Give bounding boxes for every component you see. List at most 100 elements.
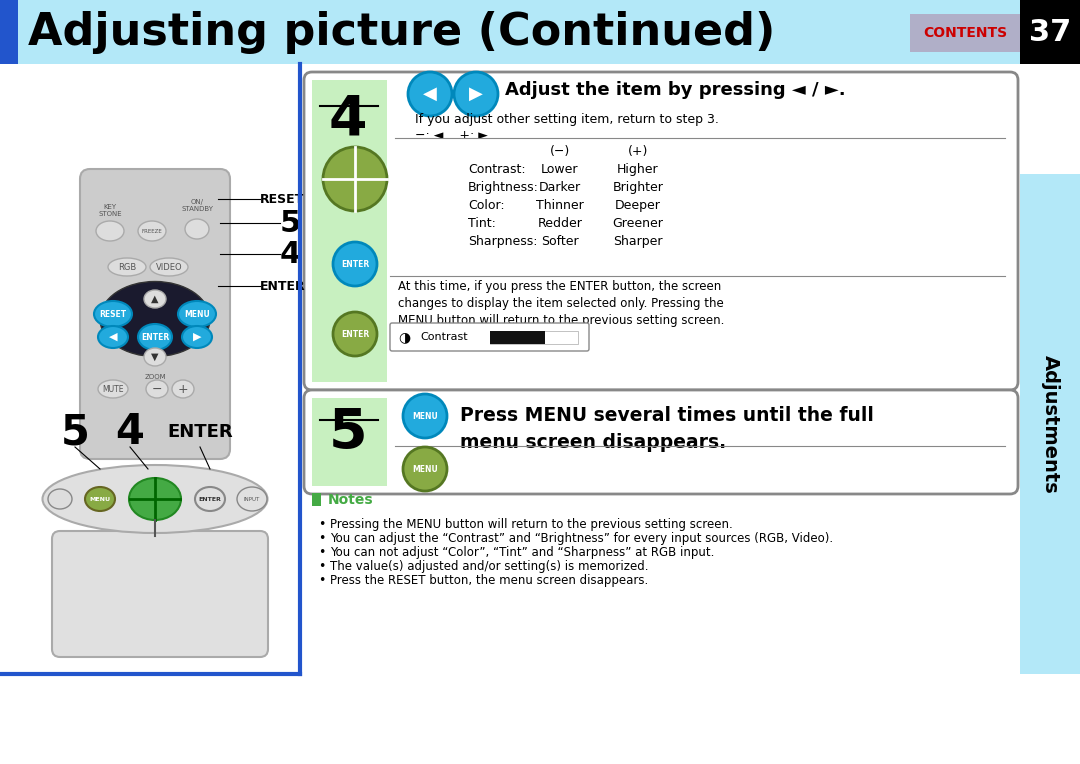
Text: ENTER: ENTER xyxy=(341,260,369,268)
Text: ZOOM: ZOOM xyxy=(145,374,166,380)
Circle shape xyxy=(408,72,453,116)
Text: Darker: Darker xyxy=(539,181,581,194)
Text: (−): (−) xyxy=(550,145,570,158)
Ellipse shape xyxy=(195,487,225,511)
Circle shape xyxy=(323,147,387,211)
Text: Deeper: Deeper xyxy=(616,199,661,212)
Text: ▶: ▶ xyxy=(192,332,201,342)
Text: ▼: ▼ xyxy=(151,352,159,362)
FancyBboxPatch shape xyxy=(910,14,1020,52)
Text: •: • xyxy=(318,560,325,573)
Text: 37: 37 xyxy=(1029,18,1071,47)
Text: ◀: ◀ xyxy=(109,332,118,342)
Text: Lower: Lower xyxy=(541,163,579,176)
Ellipse shape xyxy=(98,380,129,398)
Text: ENTER: ENTER xyxy=(341,329,369,338)
Bar xyxy=(312,493,321,506)
FancyBboxPatch shape xyxy=(303,72,1018,390)
Circle shape xyxy=(333,242,377,286)
Bar xyxy=(1020,174,1080,674)
Text: ON/
STANDBY: ON/ STANDBY xyxy=(181,199,213,212)
Text: •: • xyxy=(318,518,325,531)
Text: You can adjust the “Contrast” and “Brightness” for every input sources (RGB, Vid: You can adjust the “Contrast” and “Brigh… xyxy=(330,532,833,545)
Ellipse shape xyxy=(96,221,124,241)
Text: Greener: Greener xyxy=(612,217,663,230)
Text: ENTER: ENTER xyxy=(167,423,233,441)
Text: ▲: ▲ xyxy=(151,294,159,304)
Ellipse shape xyxy=(178,301,216,327)
Ellipse shape xyxy=(185,219,210,239)
Text: MENU: MENU xyxy=(413,465,437,474)
Text: ENTER: ENTER xyxy=(260,280,306,293)
Bar xyxy=(490,331,578,344)
Text: RESET: RESET xyxy=(260,193,305,206)
Ellipse shape xyxy=(138,221,166,241)
Ellipse shape xyxy=(42,465,268,533)
Text: FREEZE: FREEZE xyxy=(141,228,162,234)
Text: 4: 4 xyxy=(280,239,301,268)
FancyBboxPatch shape xyxy=(303,390,1018,494)
Circle shape xyxy=(403,394,447,438)
Text: Thinner: Thinner xyxy=(536,199,584,212)
Text: •: • xyxy=(318,574,325,587)
Bar xyxy=(1020,0,1080,64)
Text: Sharper: Sharper xyxy=(613,235,663,248)
Text: VIDEO: VIDEO xyxy=(156,263,183,271)
Text: +: + xyxy=(178,383,188,396)
Text: ▶: ▶ xyxy=(469,85,483,103)
Text: MENU: MENU xyxy=(184,309,210,319)
Circle shape xyxy=(403,447,447,491)
Text: MENU: MENU xyxy=(90,497,110,501)
Text: Adjusting picture (Continued): Adjusting picture (Continued) xyxy=(28,11,775,53)
Ellipse shape xyxy=(48,489,72,509)
Text: 5: 5 xyxy=(60,411,90,453)
FancyBboxPatch shape xyxy=(52,531,268,657)
Circle shape xyxy=(333,312,377,356)
Ellipse shape xyxy=(146,380,168,398)
FancyBboxPatch shape xyxy=(0,0,1080,64)
FancyBboxPatch shape xyxy=(80,169,230,459)
Text: −: ◄    +: ►: −: ◄ +: ► xyxy=(415,129,488,142)
Text: 4: 4 xyxy=(328,92,367,146)
Text: Press the RESET button, the menu screen disappears.: Press the RESET button, the menu screen … xyxy=(330,574,648,587)
Text: Notes: Notes xyxy=(328,493,374,507)
Ellipse shape xyxy=(100,281,210,357)
Text: Adjustments: Adjustments xyxy=(1040,354,1059,494)
Text: Brightness:: Brightness: xyxy=(468,181,539,194)
Text: ◀: ◀ xyxy=(423,85,437,103)
Text: 4: 4 xyxy=(116,411,145,453)
Ellipse shape xyxy=(144,290,166,308)
Bar xyxy=(312,398,387,486)
Ellipse shape xyxy=(237,487,267,511)
FancyBboxPatch shape xyxy=(390,323,589,351)
Text: Contrast: Contrast xyxy=(420,332,468,342)
Text: •: • xyxy=(318,532,325,545)
Text: The value(s) adjusted and/or setting(s) is memorized.: The value(s) adjusted and/or setting(s) … xyxy=(330,560,648,573)
Text: RESET: RESET xyxy=(99,309,126,319)
Bar xyxy=(490,331,545,344)
Bar xyxy=(312,80,387,382)
Text: Softer: Softer xyxy=(541,235,579,248)
Text: Brighter: Brighter xyxy=(612,181,663,194)
Text: CONTENTS: CONTENTS xyxy=(923,26,1007,40)
Text: Redder: Redder xyxy=(538,217,582,230)
Ellipse shape xyxy=(144,348,166,366)
Ellipse shape xyxy=(94,301,132,327)
Text: 5: 5 xyxy=(280,209,301,238)
Ellipse shape xyxy=(129,478,181,520)
Ellipse shape xyxy=(183,326,212,348)
Text: (+): (+) xyxy=(627,145,648,158)
Text: At this time, if you press the ENTER button, the screen
changes to display the i: At this time, if you press the ENTER but… xyxy=(399,280,725,327)
Text: INPUT: INPUT xyxy=(244,497,260,501)
Circle shape xyxy=(454,72,498,116)
Text: Higher: Higher xyxy=(617,163,659,176)
Bar xyxy=(0,0,18,64)
Text: Color:: Color: xyxy=(468,199,504,212)
Text: KEY
STONE: KEY STONE xyxy=(98,204,122,217)
Text: Sharpness:: Sharpness: xyxy=(468,235,538,248)
Text: ENTER: ENTER xyxy=(199,497,221,501)
Text: Contrast:: Contrast: xyxy=(468,163,526,176)
Ellipse shape xyxy=(150,258,188,276)
Text: −: − xyxy=(152,383,162,396)
Text: •: • xyxy=(318,546,325,559)
